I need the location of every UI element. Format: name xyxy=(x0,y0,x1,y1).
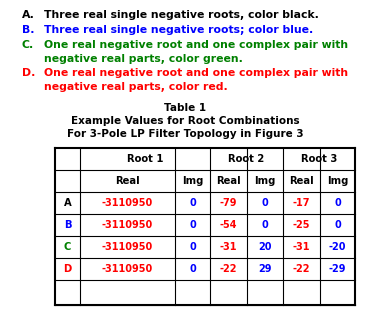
Text: -54: -54 xyxy=(220,220,237,230)
Text: B.: B. xyxy=(22,25,35,35)
Text: Table 1: Table 1 xyxy=(164,103,206,113)
Text: Img: Img xyxy=(254,176,276,186)
Text: A.: A. xyxy=(22,10,35,20)
Text: Root 2: Root 2 xyxy=(229,154,265,164)
Text: -22: -22 xyxy=(220,264,237,274)
Text: Root 3: Root 3 xyxy=(301,154,337,164)
Text: -17: -17 xyxy=(293,198,310,208)
Text: One real negative root and one complex pair with: One real negative root and one complex p… xyxy=(44,40,348,50)
Text: -3110950: -3110950 xyxy=(102,220,153,230)
Text: Real: Real xyxy=(115,176,140,186)
Text: negative real parts, color red.: negative real parts, color red. xyxy=(44,82,228,92)
Text: 20: 20 xyxy=(258,242,272,252)
Text: Real: Real xyxy=(289,176,314,186)
Text: 0: 0 xyxy=(334,198,341,208)
Text: D.: D. xyxy=(22,68,35,78)
Text: -31: -31 xyxy=(293,242,310,252)
Text: -25: -25 xyxy=(293,220,310,230)
Text: -3110950: -3110950 xyxy=(102,264,153,274)
Text: Three real single negative roots, color black.: Three real single negative roots, color … xyxy=(44,10,319,20)
Text: -31: -31 xyxy=(220,242,237,252)
Text: -79: -79 xyxy=(220,198,237,208)
Text: One real negative root and one complex pair with: One real negative root and one complex p… xyxy=(44,68,348,78)
Text: C: C xyxy=(64,242,71,252)
Text: 0: 0 xyxy=(334,220,341,230)
Text: -22: -22 xyxy=(293,264,310,274)
Text: 0: 0 xyxy=(189,220,196,230)
Text: 0: 0 xyxy=(189,242,196,252)
Text: For 3-Pole LP Filter Topology in Figure 3: For 3-Pole LP Filter Topology in Figure … xyxy=(67,129,303,139)
Text: 0: 0 xyxy=(189,198,196,208)
Text: C.: C. xyxy=(22,40,34,50)
Text: Example Values for Root Combinations: Example Values for Root Combinations xyxy=(71,116,299,126)
Text: -20: -20 xyxy=(329,242,346,252)
Text: 0: 0 xyxy=(189,264,196,274)
Text: D: D xyxy=(63,264,72,274)
Text: 29: 29 xyxy=(258,264,272,274)
Text: 0: 0 xyxy=(262,198,268,208)
Text: Three real single negative roots; color blue.: Three real single negative roots; color … xyxy=(44,25,313,35)
Text: A: A xyxy=(63,198,71,208)
Text: Img: Img xyxy=(327,176,348,186)
Text: Real: Real xyxy=(216,176,241,186)
Text: -29: -29 xyxy=(329,264,346,274)
Text: 0: 0 xyxy=(262,220,268,230)
Text: negative real parts, color green.: negative real parts, color green. xyxy=(44,54,243,64)
Text: Root 1: Root 1 xyxy=(127,154,163,164)
Text: B: B xyxy=(64,220,71,230)
Text: -3110950: -3110950 xyxy=(102,242,153,252)
Text: -3110950: -3110950 xyxy=(102,198,153,208)
Text: Img: Img xyxy=(182,176,203,186)
